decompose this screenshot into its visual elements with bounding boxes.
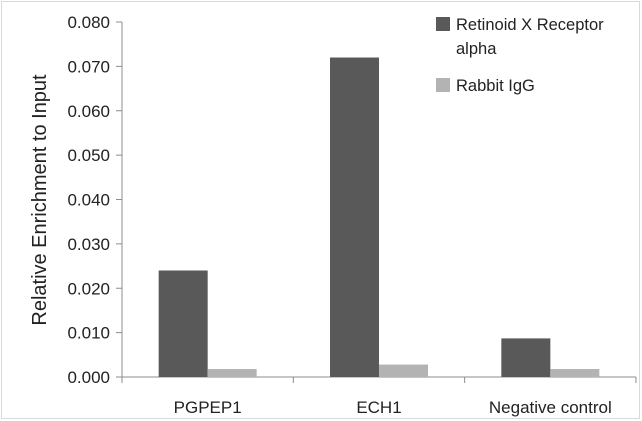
y-tick-label: 0.010 — [67, 324, 110, 343]
legend-label-rxra-line1: Retinoid X Receptor — [456, 16, 604, 34]
legend-swatch-rxra — [436, 17, 450, 31]
x-axis: PGPEP1 ECH1 Negative control — [121, 376, 637, 417]
bar-igg-2 — [550, 369, 600, 377]
y-tick-label: 0.080 — [67, 13, 110, 32]
bar-igg-1 — [379, 364, 428, 377]
bar-igg-0 — [207, 369, 257, 377]
legend-label-rxra-line2: alpha — [456, 40, 497, 58]
legend: Retinoid X Receptor alpha Rabbit IgG — [436, 16, 604, 95]
x-category-label: ECH1 — [356, 398, 401, 417]
bar-rxra-1 — [330, 57, 379, 377]
y-tick-label: 0.040 — [67, 191, 110, 210]
y-axis-title: Relative Enrichment to Input — [29, 74, 51, 326]
legend-label-igg: Rabbit IgG — [456, 77, 535, 95]
legend-swatch-igg — [436, 78, 450, 92]
y-axis: 0.000 0.010 0.020 0.030 0.040 0.050 0.060 0.070… — [67, 13, 123, 387]
y-tick-label: 0.060 — [67, 102, 110, 121]
y-tick-label: 0.030 — [67, 235, 110, 254]
x-category-label: Negative control — [489, 398, 612, 417]
y-tick-label: 0.020 — [67, 279, 110, 298]
y-tick-label: 0.070 — [67, 57, 110, 76]
y-tick-label: 0.050 — [67, 146, 110, 165]
bars — [158, 57, 600, 377]
y-tick-label: 0.000 — [67, 368, 110, 387]
bar-rxra-0 — [158, 270, 208, 377]
bar-rxra-2 — [501, 338, 551, 377]
x-category-label: PGPEP1 — [174, 398, 242, 417]
